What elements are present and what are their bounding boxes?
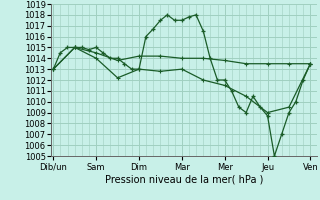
X-axis label: Pression niveau de la mer( hPa ): Pression niveau de la mer( hPa ) <box>105 175 263 185</box>
